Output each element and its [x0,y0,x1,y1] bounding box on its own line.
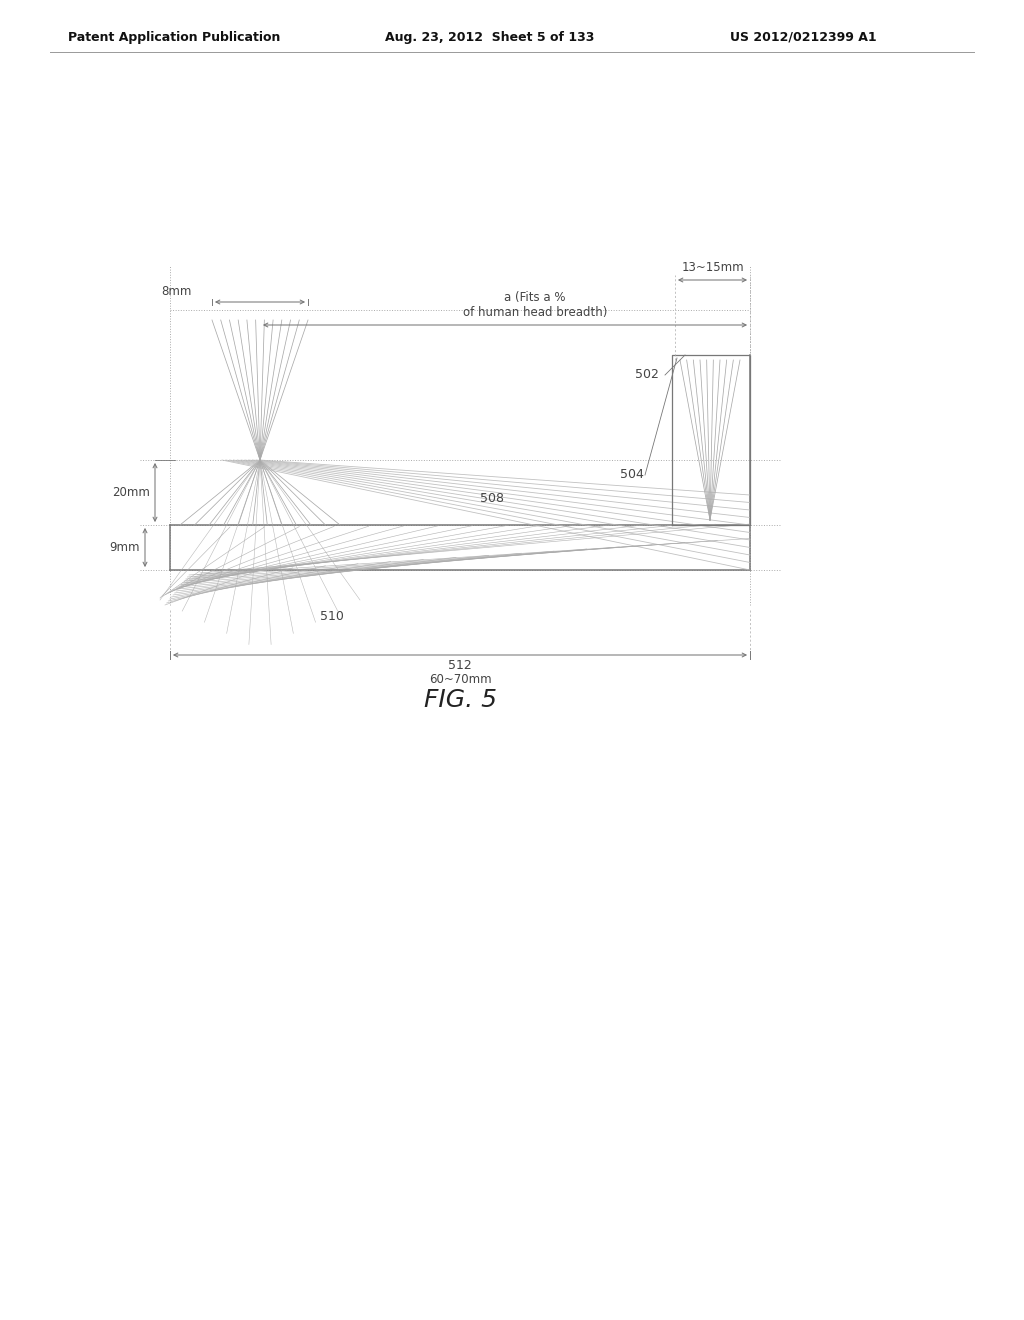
Text: 60~70mm: 60~70mm [429,673,492,686]
Text: a (Fits a %
of human head breadth): a (Fits a % of human head breadth) [463,290,607,319]
Text: 8mm: 8mm [162,285,193,298]
Text: 510: 510 [319,610,344,623]
Text: 508: 508 [480,492,504,506]
Text: US 2012/0212399 A1: US 2012/0212399 A1 [730,30,877,44]
Text: 9mm: 9mm [110,541,140,554]
Text: Patent Application Publication: Patent Application Publication [68,30,281,44]
Text: 502: 502 [635,368,658,381]
Text: 20mm: 20mm [112,486,150,499]
Text: 13~15mm: 13~15mm [681,261,743,275]
Text: 512: 512 [449,659,472,672]
Text: FIG. 5: FIG. 5 [424,688,497,711]
Text: Aug. 23, 2012  Sheet 5 of 133: Aug. 23, 2012 Sheet 5 of 133 [385,30,594,44]
Text: 504: 504 [620,469,644,482]
